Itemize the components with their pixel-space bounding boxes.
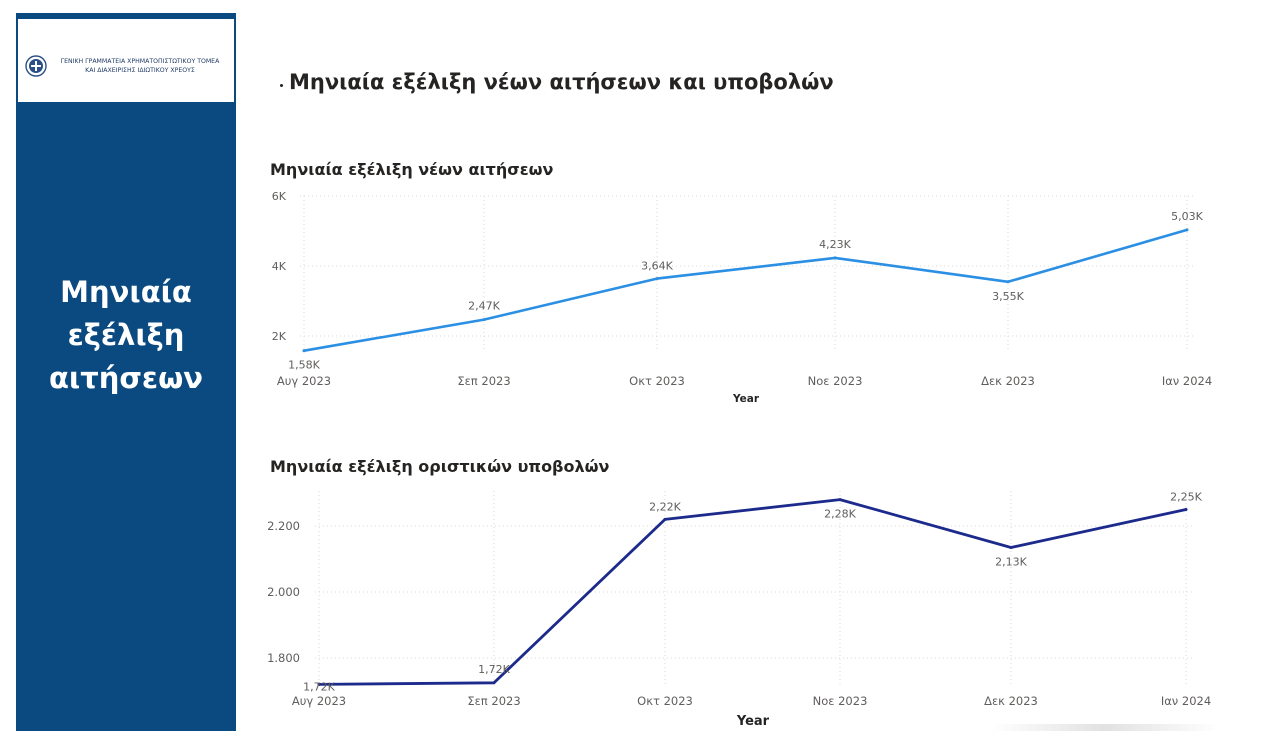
data-label: 2,28K <box>824 508 856 521</box>
title-bullet <box>280 84 283 87</box>
x-tick-label: Σεπ 2023 <box>457 374 510 388</box>
data-point <box>482 318 486 322</box>
data-label: 2,22K <box>649 500 681 513</box>
logo-line-2: ΚΑΙ ΔΙΑΧΕΙΡΙΣΗΣ ΙΔΙΩΤΙΚΟΥ ΧΡΕΟΥΣ <box>85 67 195 74</box>
x-tick-label: Αυγ 2023 <box>292 694 346 708</box>
y-tick-label: 4K <box>272 260 287 273</box>
data-label: 5,03K <box>1171 210 1203 223</box>
x-tick-label: Οκτ 2023 <box>637 694 693 708</box>
series-line <box>317 498 1188 686</box>
x-tick-label: Δεκ 2023 <box>984 694 1038 708</box>
greek-emblem-icon <box>25 55 47 77</box>
data-label: 1,72K <box>303 680 335 693</box>
x-tick-label: Ιαν 2024 <box>1161 694 1211 708</box>
data-label: 2,13K <box>995 556 1027 569</box>
x-tick-label: Αυγ 2023 <box>277 374 331 388</box>
chart-title-submissions: Μηνιαία εξέλιξη οριστικών υποβολών <box>270 457 610 476</box>
data-point <box>492 681 496 685</box>
y-tick-label: 2.200 <box>267 519 300 533</box>
y-tick-label: 2.000 <box>267 585 300 599</box>
x-axis-title: Year <box>736 714 770 729</box>
data-point <box>1009 546 1013 549</box>
data-label: 3,64K <box>641 260 673 273</box>
series-line <box>302 228 1189 353</box>
logo-line-1: ΓΕΝΙΚΗ ΓΡΑΜΜΑΤΕΙΑ ΧΡΗΜΑΤΟΠΙΣΤΩΤΙΚΟΥ ΤΟΜΕ… <box>60 58 220 65</box>
sidebar: ΓΕΝΙΚΗ ΓΡΑΜΜΑΤΕΙΑ ΧΡΗΜΑΤΟΠΙΣΤΩΤΙΚΟΥ ΤΟΜΕ… <box>16 13 236 731</box>
data-label: 4,23K <box>819 238 851 251</box>
data-point <box>302 349 306 353</box>
x-tick-label: Νοε 2023 <box>813 694 868 708</box>
data-point <box>663 517 667 521</box>
x-tick-label: Νοε 2023 <box>808 374 863 388</box>
data-label: 1,58K <box>288 359 320 372</box>
data-point <box>1185 228 1189 232</box>
logo: ΓΕΝΙΚΗ ΓΡΑΜΜΑΤΕΙΑ ΧΡΗΜΑΤΟΠΙΣΤΩΤΙΚΟΥ ΤΟΜΕ… <box>18 19 234 102</box>
data-point <box>655 277 659 281</box>
data-label: 2,47K <box>468 300 500 313</box>
chart-title-applications: Μηνιαία εξέλιξη νέων αιτήσεων <box>270 160 554 179</box>
page-title: Μηνιαία εξέλιξη νέων αιτήσεων και υποβολ… <box>289 70 834 94</box>
data-point <box>838 498 842 502</box>
x-tick-label: Σεπ 2023 <box>467 694 520 708</box>
data-point <box>1006 280 1010 284</box>
data-point <box>833 256 837 260</box>
sidebar-title: Μηνιαία εξέλιξη αιτήσεων <box>48 275 204 395</box>
y-tick-label: 6K <box>272 190 287 203</box>
y-tick-label: 1.800 <box>267 651 300 665</box>
x-tick-label: Ιαν 2024 <box>1162 374 1212 388</box>
truncated-footer <box>990 724 1220 731</box>
x-tick-label: Οκτ 2023 <box>629 374 685 388</box>
data-point <box>317 682 321 686</box>
y-tick-label: 2K <box>272 330 287 343</box>
x-axis-title: Year <box>732 393 760 405</box>
logo-text: ΓΕΝΙΚΗ ΓΡΑΜΜΑΤΕΙΑ ΧΡΗΜΑΤΟΠΙΣΤΩΤΙΚΟΥ ΤΟΜΕ… <box>50 57 230 75</box>
data-label: 1,72K <box>478 663 510 676</box>
x-tick-label: Δεκ 2023 <box>981 374 1035 388</box>
data-label: 3,55K <box>992 290 1024 303</box>
data-label: 2,25K <box>1170 491 1202 504</box>
data-point <box>1184 508 1188 511</box>
